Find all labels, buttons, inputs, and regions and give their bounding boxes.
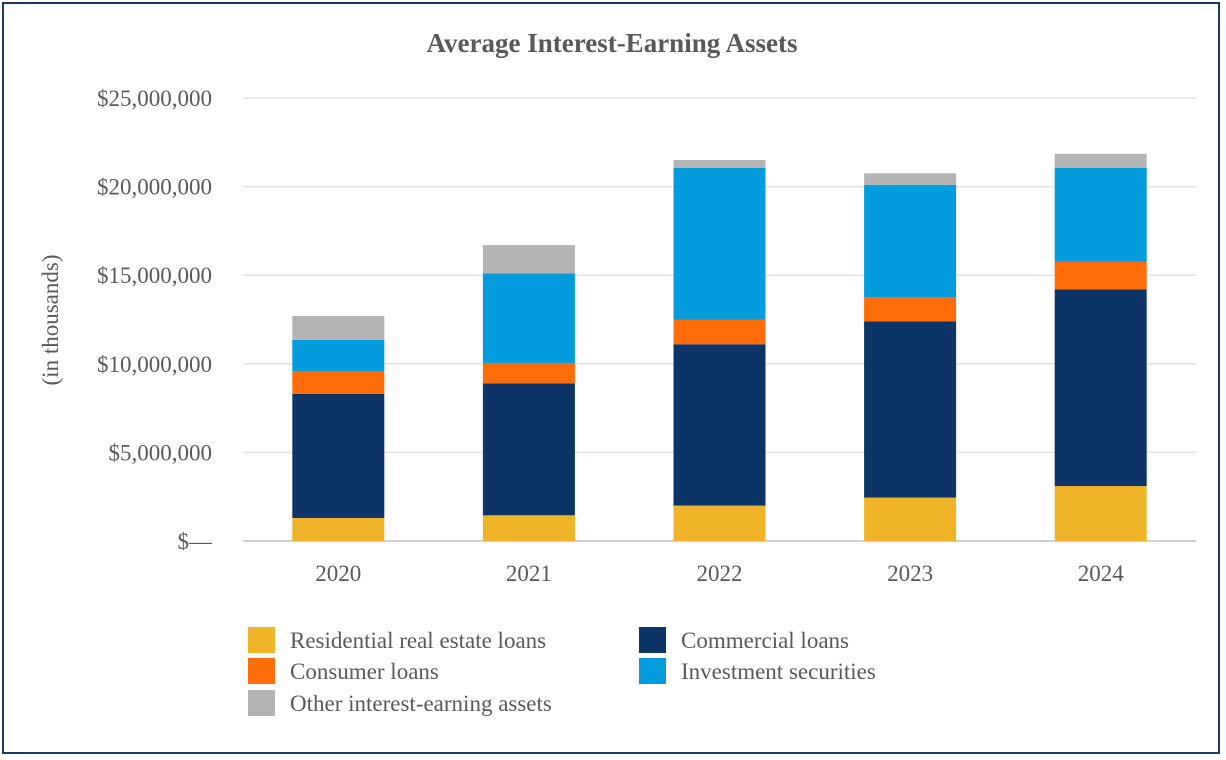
bar-segment <box>673 319 766 345</box>
legend-label: Residential real estate loans <box>290 628 546 653</box>
x-axis-ticks: 2020 2021 2022 2023 2024 <box>315 561 1124 586</box>
bar-segment <box>482 273 575 363</box>
bar-segment <box>1054 261 1147 290</box>
bar-segment <box>673 505 766 541</box>
bar-segment <box>1054 153 1147 168</box>
x-tick-label: 2023 <box>887 561 933 586</box>
bar-segment <box>292 339 385 372</box>
legend-swatch <box>639 627 666 653</box>
legend-swatch <box>248 627 275 653</box>
bar-segment <box>864 297 957 322</box>
y-tick-label: $10,000,000 <box>97 352 212 377</box>
bar-segment <box>673 160 766 168</box>
bar-segment <box>482 515 575 541</box>
bar-segment <box>864 184 957 298</box>
bar-segment <box>292 315 385 340</box>
bar-segment <box>864 497 957 541</box>
bar-segment <box>864 173 957 185</box>
legend: Residential real estate loans Commercial … <box>248 627 876 716</box>
bar-segment <box>673 344 766 506</box>
legend-label: Other interest-earning assets <box>290 691 552 716</box>
y-tick-label: $5,000,000 <box>109 440 213 465</box>
y-tick-label: $20,000,000 <box>97 175 212 200</box>
legend-label: Investment securities <box>681 659 876 684</box>
legend-label: Consumer loans <box>290 659 439 684</box>
bar-segment <box>292 371 385 394</box>
bar-segment <box>1054 486 1147 541</box>
x-tick-label: 2021 <box>506 561 552 586</box>
bar-segment <box>482 362 575 384</box>
y-tick-label: $— <box>178 529 214 554</box>
x-tick-label: 2020 <box>315 561 361 586</box>
x-tick-label: 2022 <box>697 561 743 586</box>
bar-segment <box>864 321 957 498</box>
bar-segment <box>673 167 766 320</box>
y-tick-label: $15,000,000 <box>97 263 212 288</box>
bar-segment <box>1054 289 1147 487</box>
y-axis-label: (in thousands) <box>38 255 63 386</box>
legend-swatch <box>639 658 666 684</box>
chart-title: Average Interest-Earning Assets <box>427 28 798 58</box>
bar-segment <box>482 383 575 516</box>
y-axis-ticks: $— $5,000,000 $10,000,000 $15,000,000 $20,00… <box>97 86 213 554</box>
bar-segment <box>1054 167 1147 262</box>
legend-label: Commercial loans <box>681 628 849 653</box>
legend-swatch <box>248 658 275 684</box>
bar-segment <box>292 517 385 541</box>
legend-swatch <box>248 690 275 716</box>
bar-segment <box>482 245 575 274</box>
y-tick-label: $25,000,000 <box>97 86 212 111</box>
x-tick-label: 2024 <box>1078 561 1125 586</box>
bar-segment <box>292 393 385 518</box>
bars <box>292 153 1147 541</box>
